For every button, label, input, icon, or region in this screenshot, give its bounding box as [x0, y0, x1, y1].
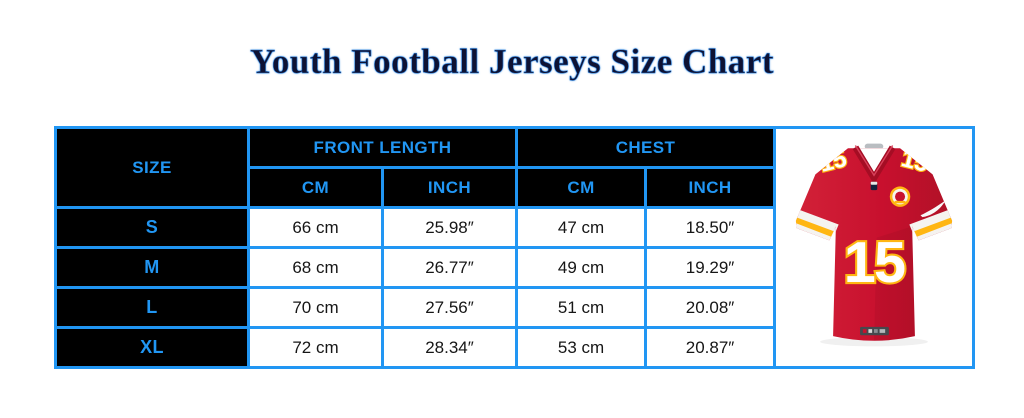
- front-cm-value: 66 cm: [247, 206, 384, 249]
- chest-number: 15: [844, 231, 905, 295]
- jock-tag: [860, 326, 889, 336]
- front-cm-value: 70 cm: [247, 286, 384, 329]
- front-inch-value: 28.34″: [380, 326, 519, 369]
- chest-cm-value: 49 cm: [515, 246, 648, 289]
- table-row: M 68 cm 26.77″ 49 cm 19.29″: [54, 246, 974, 289]
- size-label-l: L: [54, 286, 250, 329]
- jersey-image: 15 15: [781, 131, 967, 359]
- chest-inch-value: 19.29″: [644, 246, 777, 289]
- table-row: XL 72 cm 28.34″ 53 cm 20.87″: [54, 326, 974, 369]
- table-row: S 66 cm 25.98″ 47 cm 18.50″: [54, 206, 974, 249]
- right-sleeve-stripe-gold: [912, 216, 953, 238]
- left-sleeve-stripe-gold: [795, 216, 836, 238]
- jersey-photo-cell: 15 15: [773, 126, 976, 369]
- column-group-front-length: FRONT LENGTH: [246, 126, 519, 169]
- header-row-units: CM INCH CM INCH: [56, 166, 974, 209]
- chest-patch: [889, 186, 911, 207]
- nike-swoosh-icon: [920, 200, 946, 218]
- size-label-xl: XL: [54, 326, 250, 369]
- body-shading: [874, 226, 915, 341]
- header-row-groups: SIZE FRONT LENGTH CHEST: [54, 126, 976, 369]
- front-inch-value: 27.56″: [380, 286, 519, 329]
- column-header-size: SIZE: [54, 126, 250, 209]
- chest-cm-value: 51 cm: [515, 286, 648, 329]
- table-row: L 70 cm 27.56″ 51 cm 20.08″: [54, 286, 974, 329]
- collar-hanger-loop: [864, 143, 884, 150]
- jersey-body: [795, 148, 953, 341]
- jersey-drop-shadow: [820, 337, 928, 347]
- chest-cm-value: 53 cm: [515, 326, 648, 369]
- nfl-shield-logo: [870, 181, 878, 191]
- size-chart-table: SIZE FRONT LENGTH CHEST: [54, 126, 976, 369]
- chest-cm-value: 47 cm: [515, 206, 648, 249]
- front-cm-value: 72 cm: [247, 326, 384, 369]
- subheader-chest-cm: CM: [515, 166, 648, 209]
- size-label-s: S: [54, 206, 250, 249]
- subheader-chest-inch: INCH: [644, 166, 777, 209]
- page-title: Youth Football Jerseys Size Chart: [250, 42, 774, 82]
- column-group-chest: CHEST: [515, 126, 777, 169]
- subheader-front-inch: INCH: [380, 166, 519, 209]
- collar-neck-opening: [857, 148, 891, 177]
- size-label-m: M: [54, 246, 250, 289]
- collar-band: [852, 145, 896, 185]
- chest-inch-value: 20.87″: [644, 326, 777, 369]
- chest-inch-value: 20.08″: [644, 286, 777, 329]
- front-inch-value: 26.77″: [380, 246, 519, 289]
- front-inch-value: 25.98″: [380, 206, 519, 249]
- chest-inch-value: 18.50″: [644, 206, 777, 249]
- subheader-front-cm: CM: [247, 166, 384, 209]
- front-cm-value: 68 cm: [247, 246, 384, 289]
- collar-trim: [854, 145, 894, 177]
